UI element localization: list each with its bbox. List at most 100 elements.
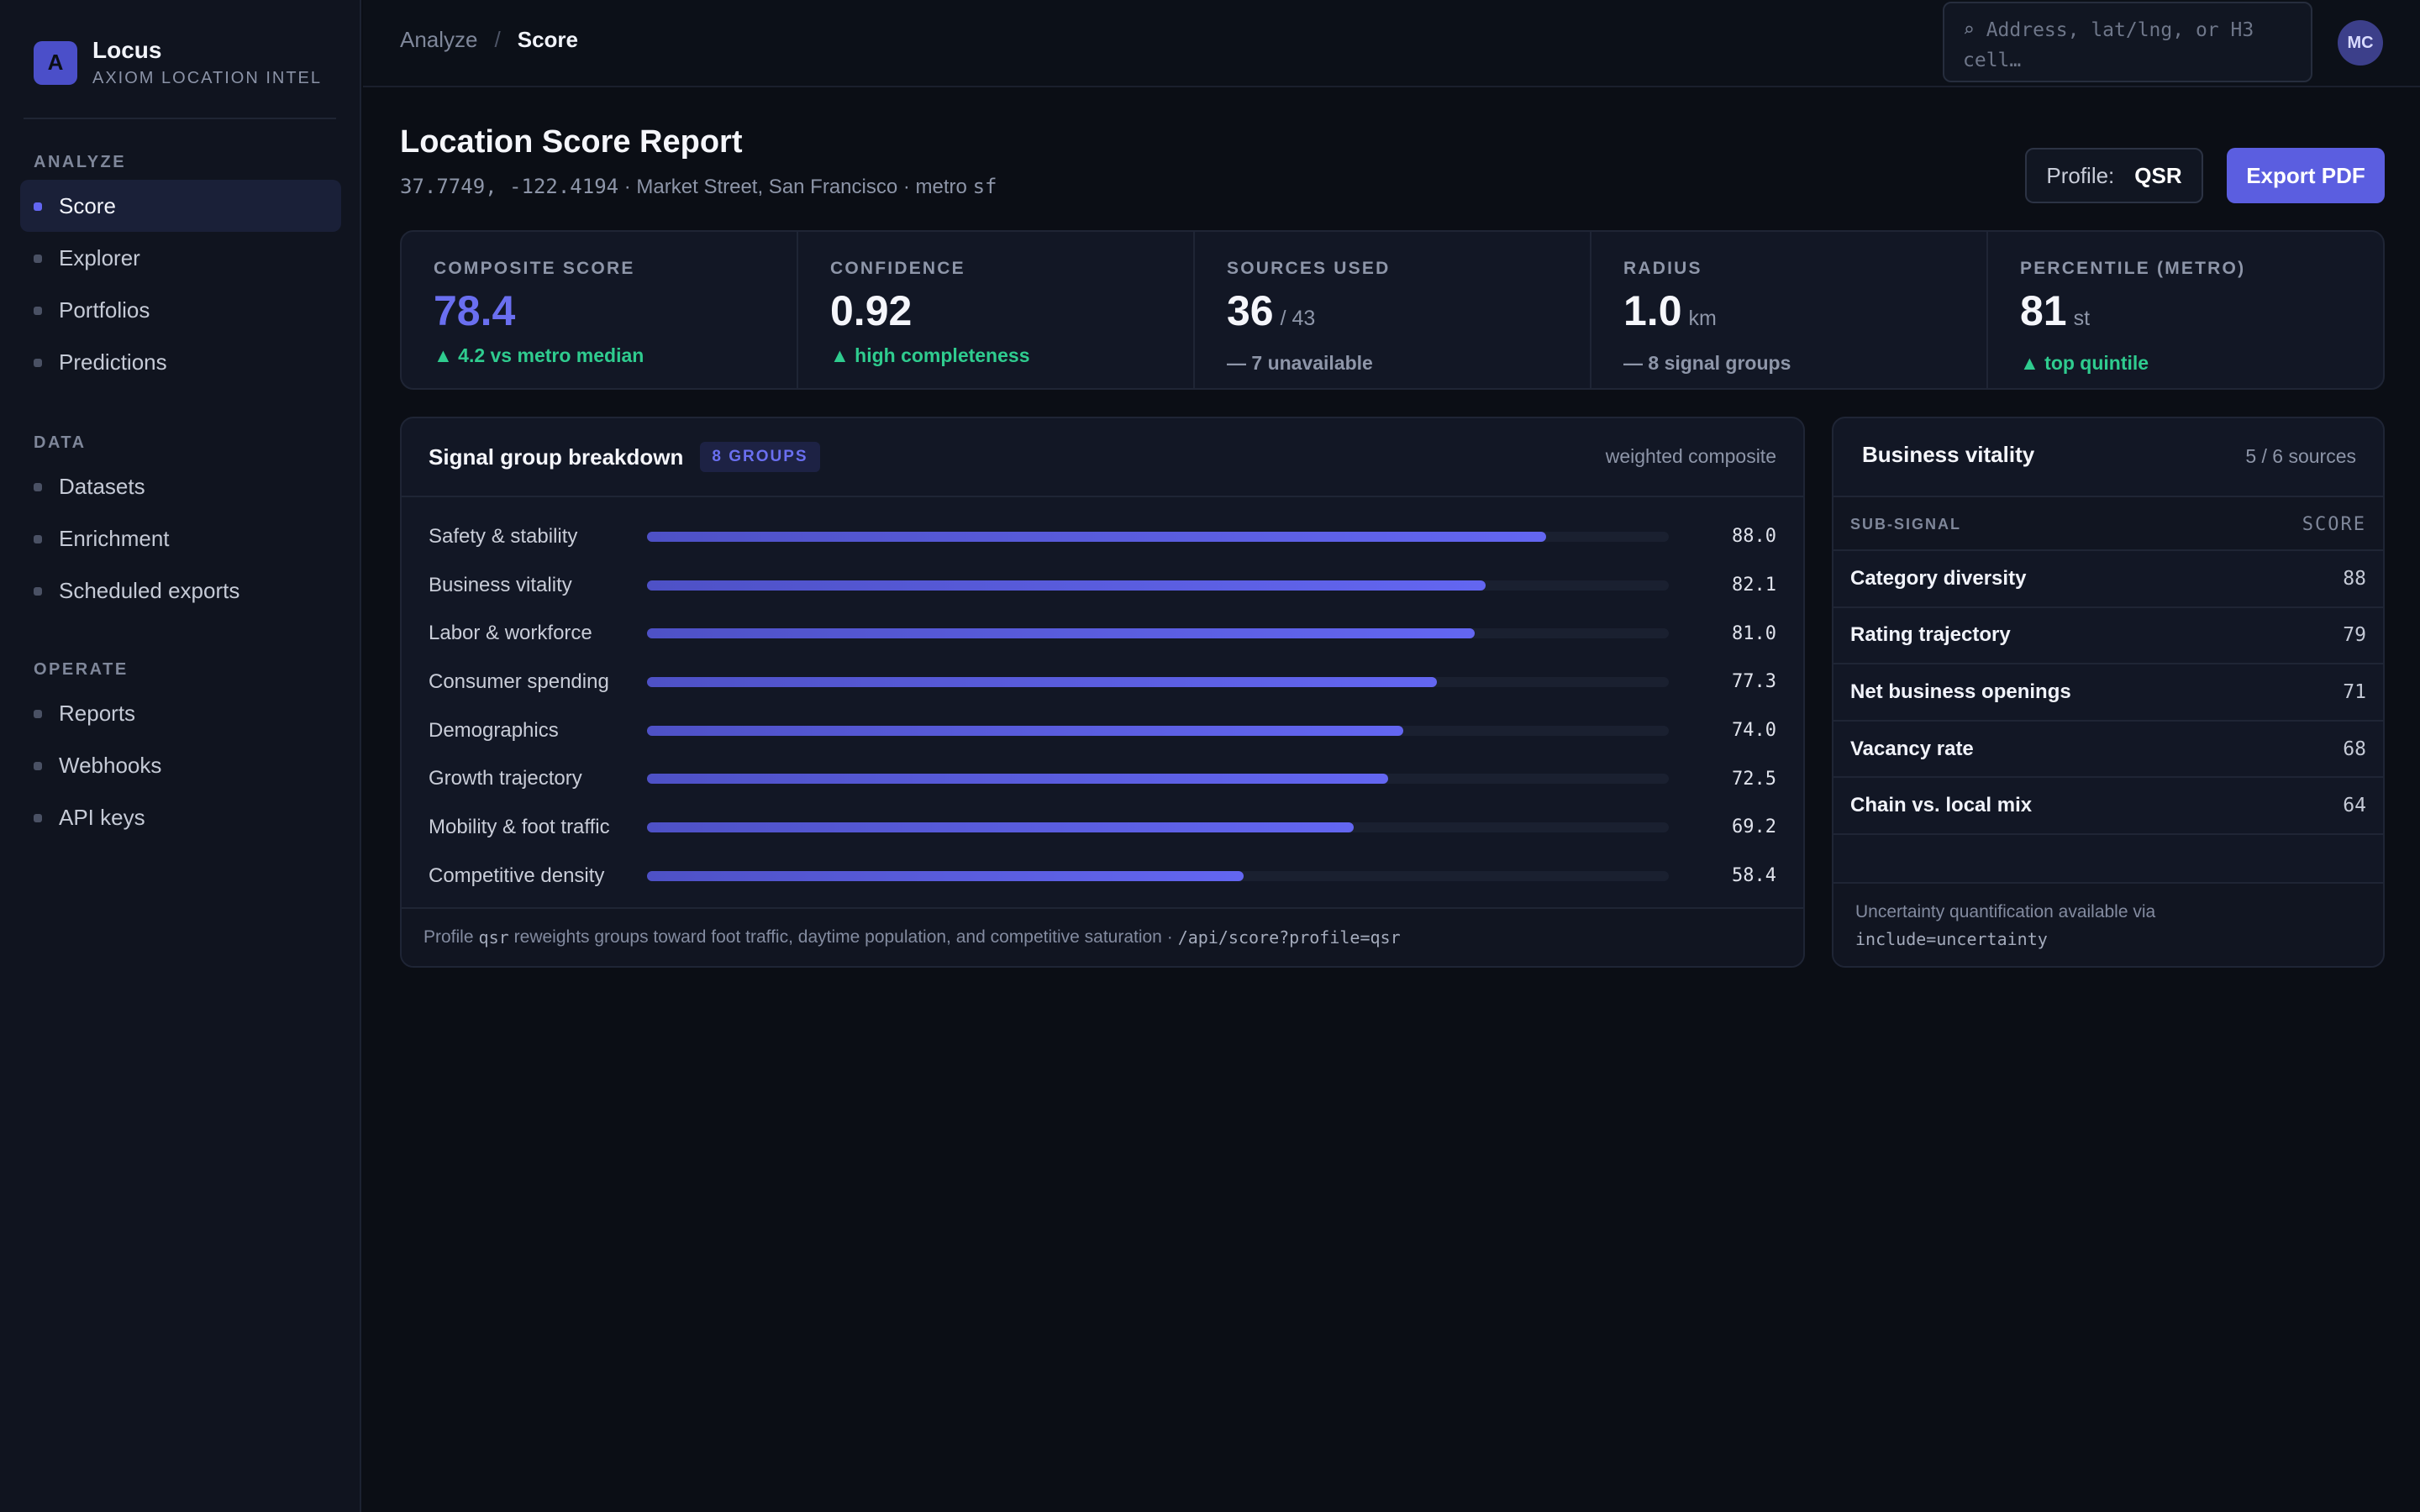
signal-group-row[interactable]: Demographics 74.0 [429,706,1776,755]
uncertainty-note-text: Uncertainty quantification available via [1855,902,2156,921]
footer-text: Profile [424,927,474,947]
sub-signal-score: 79 [2343,624,2366,647]
signal-group-row[interactable]: Mobility & foot traffic 69.2 [429,803,1776,852]
signal-group-bar-track [647,822,1669,832]
nav-heading: ANALYZE [34,153,127,171]
kpi-unit: / 43 [1280,307,1316,330]
signal-group-row[interactable]: Growth trajectory 72.5 [429,754,1776,803]
signal-group-bar-track [647,676,1669,687]
table-row[interactable]: Rating trajectory 79 [1833,608,2383,665]
kpi-radius: RADIUS 1.0 km — 8 signal groups [1591,232,1988,388]
signal-group-value: 82.1 [1732,575,1776,596]
sidebar-item-score[interactable]: Score [20,180,341,232]
sub-signal-table: Category diversity 88 Rating trajectory … [1833,551,2383,835]
signal-group-bar-track [647,725,1669,736]
api-endpoint-code: /api/score?profile=qsr [1177,927,1401,948]
nav-dot-icon [34,535,42,543]
uncertainty-param-code: include=uncertainty [1855,929,2048,949]
kpi-value-number: 36 [1227,287,1274,334]
sidebar-item-enrichment[interactable]: Enrichment [20,512,341,564]
sidebar-item-label: Score [59,192,116,218]
sidebar-item-label: Webhooks [59,752,162,778]
sidebar-item-api-keys[interactable]: API keys [20,791,341,843]
kpi-value: 0.92 [830,287,1193,334]
column-header-score[interactable]: SCORE [2302,514,2366,535]
page-title: Location Score Report [400,124,743,160]
sidebar-item-explorer[interactable]: Explorer [20,232,341,284]
sidebar-item-label: Scheduled exports [59,577,240,603]
signal-group-value: 74.0 [1732,720,1776,742]
sidebar-item-portfolios[interactable]: Portfolios [20,284,341,336]
nav-dot-icon [34,202,42,211]
sidebar-item-predictions[interactable]: Predictions [20,336,341,388]
sub-signal-name: Category diversity [1850,566,2027,590]
sources-count: 5 / 6 sources [2245,445,2356,467]
nav-dot-icon [34,587,42,596]
signal-group-row[interactable]: Safety & stability 88.0 [429,512,1776,561]
table-row[interactable]: Net business openings 71 [1833,664,2383,722]
kpi-confidence: CONFIDENCE 0.92 ▲ high completeness [798,232,1195,388]
kpi-value-number: 81 [2020,287,2067,334]
kpi-percentile: PERCENTILE (METRO) 81 st ▲ top quintile [1988,232,2383,388]
sub-signal-score: 88 [2343,567,2366,590]
table-row[interactable]: Chain vs. local mix 64 [1833,778,2383,835]
brand[interactable]: A Locus AXIOM LOCATION INTEL [34,37,322,88]
signal-group-label: Consumer spending [429,669,609,693]
sidebar-item-label: Reports [59,700,136,726]
sidebar-item-reports[interactable]: Reports [20,687,341,739]
signal-group-row[interactable]: Business vitality 82.1 [429,561,1776,610]
card-divider [402,496,1803,497]
metro-code: sf [972,175,997,198]
brand-name: Locus [92,37,162,63]
sub-signal-name: Net business openings [1850,680,2071,703]
nav-heading: DATA [34,433,87,452]
sidebar-item-label: Datasets [59,473,145,499]
kpi-label: CONFIDENCE [830,259,965,278]
nav-dot-icon [34,255,42,263]
avatar[interactable]: MC [2338,20,2383,66]
signal-group-bar-track [647,774,1669,785]
nav-section-data: DATA Datasets Enrichment Scheduled expor… [0,430,361,617]
table-row[interactable]: Category diversity 88 [1833,551,2383,608]
business-vitality-card: Business vitality 5 / 6 sources SUB-SIGN… [1832,417,2385,968]
sidebar-item-webhooks[interactable]: Webhooks [20,739,341,791]
signal-group-row[interactable]: Consumer spending 77.3 [429,658,1776,706]
nav-dot-icon [34,359,42,367]
nav-dot-icon [34,762,42,770]
signal-group-row[interactable]: Labor & workforce 81.0 [429,609,1776,658]
sidebar-item-label: Portfolios [59,297,150,323]
signal-group-bar [647,774,1388,785]
sub-signal-score: 68 [2343,738,2366,760]
card-title: Business vitality [1862,442,2035,467]
footer-profile-code: qsr [478,927,509,948]
signal-group-value: 72.5 [1732,768,1776,790]
brand-subtitle: AXIOM LOCATION INTEL [92,69,322,87]
column-header-sub-signal[interactable]: SUB-SIGNAL [1850,516,1961,533]
signal-group-bar [647,870,1244,881]
breadcrumb-separator: / [494,27,501,52]
signal-breakdown-card: Signal group breakdown 8 GROUPS weighted… [400,417,1805,968]
kpi-sources-used: SOURCES USED 36 / 43 — 7 unavailable [1195,232,1591,388]
breadcrumb-parent[interactable]: Analyze [400,27,478,52]
table-row[interactable]: Vacancy rate 68 [1833,722,2383,779]
location-subtitle: 37.7749, -122.4194 · Market Street, San … [400,175,997,199]
sidebar-item-datasets[interactable]: Datasets [20,460,341,512]
signal-group-value: 88.0 [1732,526,1776,548]
sidebar-divider [24,118,336,119]
groups-badge: 8 GROUPS [700,442,820,472]
export-pdf-button[interactable]: Export PDF [2227,148,2385,203]
sub-signal-name: Vacancy rate [1850,737,1974,760]
signal-group-value: 58.4 [1732,865,1776,887]
signal-group-bar-track [647,580,1669,591]
kpi-label: SOURCES USED [1227,259,1391,278]
signal-group-list: Safety & stability 88.0 Business vitalit… [429,512,1776,900]
signal-group-bar [647,580,1486,591]
sidebar-item-scheduled-exports[interactable]: Scheduled exports [20,564,341,617]
location-text: · Market Street, San Francisco · metro [623,176,967,198]
signal-group-row[interactable]: Competitive density 58.4 [429,852,1776,900]
kpi-value: 36 / 43 [1227,287,1590,342]
search-input[interactable]: ⌕ Address, lat/lng, or H3 cell… [1943,2,2312,82]
profile-selector[interactable]: Profile: QSR [2025,148,2203,203]
signal-group-bar [647,822,1355,832]
sidebar: A Locus AXIOM LOCATION INTEL ANALYZE Sco… [0,0,361,1512]
